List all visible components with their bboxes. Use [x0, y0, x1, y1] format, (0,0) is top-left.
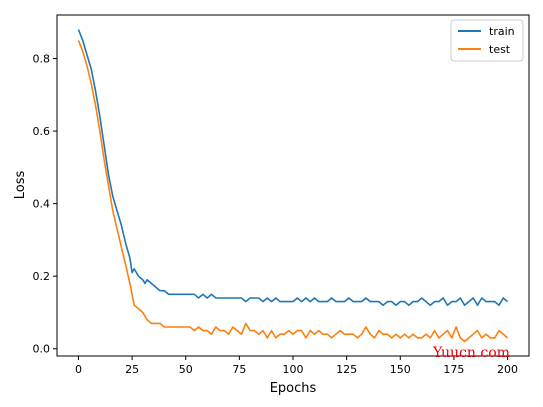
x-axis-label: Epochs — [270, 381, 317, 396]
x-tick-label: 125 — [336, 363, 357, 376]
x-tick-label: 200 — [497, 363, 518, 376]
x-tick-label: 100 — [283, 363, 304, 376]
y-tick-label: 0.0 — [33, 343, 51, 356]
y-tick-label: 0.2 — [33, 270, 51, 283]
y-tick-label: 0.6 — [33, 125, 51, 138]
legend-label-test: test — [489, 43, 511, 56]
x-tick-label: 0 — [75, 363, 82, 376]
y-axis: 0.0 0.2 0.4 0.6 0.8 — [33, 53, 57, 356]
y-tick-label: 0.8 — [33, 53, 51, 66]
legend-label-train: train — [489, 25, 515, 38]
series-line-test — [77, 40, 509, 343]
x-tick-label: 50 — [179, 363, 193, 376]
x-axis: 0 25 50 75 100 125 150 175 200 — [75, 356, 518, 376]
series-layer — [77, 29, 509, 343]
x-tick-label: 175 — [443, 363, 464, 376]
y-tick-label: 0.4 — [33, 198, 51, 211]
x-tick-label: 150 — [390, 363, 411, 376]
series-line-train — [77, 29, 509, 307]
legend: train test — [450, 19, 524, 62]
x-tick-label: 75 — [232, 363, 246, 376]
y-axis-label: Loss — [13, 171, 28, 200]
x-tick-label: 25 — [125, 363, 139, 376]
watermark-text: Yuucn.com — [432, 345, 510, 361]
